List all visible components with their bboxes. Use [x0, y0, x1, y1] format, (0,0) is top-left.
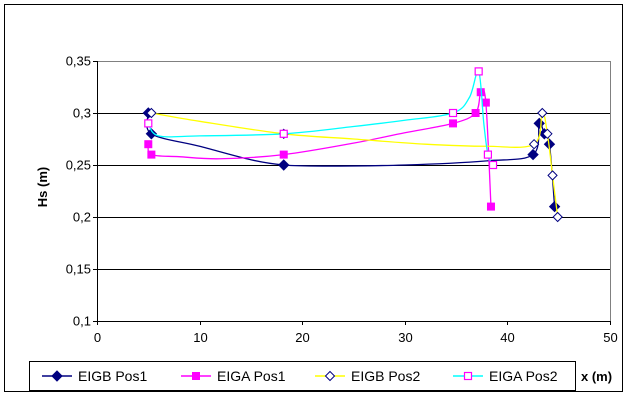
y-tick-label: 0,2 [73, 210, 91, 225]
data-point [449, 119, 458, 128]
data-point [542, 128, 553, 140]
data-point [448, 108, 458, 118]
data-point [528, 138, 540, 150]
chart-area-border [4, 4, 623, 392]
data-point [547, 170, 558, 181]
y-tick-label: 0,25 [66, 158, 91, 173]
x-tick-label: 50 [603, 330, 617, 345]
data-point [474, 67, 483, 76]
y-tick-label: 0,1 [73, 314, 91, 329]
data-point [488, 160, 498, 170]
data-point [552, 211, 563, 223]
legend-item: EIGB Pos1 [42, 368, 147, 384]
data-point [278, 159, 290, 171]
data-point [147, 150, 156, 159]
x-axis-title: x (m) [581, 369, 612, 384]
data-point [145, 128, 158, 140]
data-point [146, 107, 157, 119]
y-tick-label: 0,15 [66, 262, 91, 277]
legend-marker [192, 372, 200, 380]
axis-layer: 0,1 0,15 0,2 0,25 0,3 0,35 0 10 20 30 40 50 [66, 54, 618, 346]
x-tick-label: 20 [295, 330, 309, 345]
legend-marker [463, 371, 473, 381]
y-tick-label: 0,3 [73, 106, 91, 121]
series-line [151, 112, 559, 218]
data-point [486, 202, 495, 211]
data-point [471, 109, 480, 117]
legend-label: EIGB Pos1 [78, 368, 147, 384]
y-axis-title: Hs (m) [35, 167, 50, 207]
legend-label: EIGA Pos1 [217, 368, 286, 384]
x-tick-label: 0 [94, 330, 101, 345]
x-tick-label: 40 [500, 330, 514, 345]
series-eiga-pos2 [144, 67, 498, 170]
data-point [483, 150, 493, 159]
legend-item: EIGA Pos1 [181, 368, 286, 384]
series-layer [142, 67, 563, 223]
series-eiga-pos1 [144, 88, 495, 211]
legend-label: EIGA Pos2 [489, 368, 558, 384]
data-point [279, 150, 288, 159]
legend-items: EIGB Pos1 EIGA Pos1 EIGB Pos2 EIGA Pos2 [42, 368, 558, 384]
x-tick-label: 10 [193, 330, 207, 345]
x-tick-label: 30 [398, 330, 412, 345]
data-point [279, 129, 288, 138]
series-line [147, 70, 494, 166]
data-point [481, 98, 490, 107]
legend: EIGB Pos1 EIGA Pos1 EIGB Pos2 EIGA Pos2 [29, 361, 576, 391]
data-point [527, 148, 539, 161]
y-tick-label: 0,35 [66, 54, 91, 69]
legend-marker [51, 370, 63, 382]
data-point [144, 119, 153, 128]
data-point [537, 107, 548, 119]
legend-item: EIGB Pos2 [315, 368, 420, 384]
legend-border [29, 361, 576, 391]
legend-marker [324, 370, 336, 382]
series-eigb-pos1 [142, 107, 561, 213]
data-point [144, 140, 153, 149]
legend-label: EIGB Pos2 [351, 368, 420, 384]
legend-item: EIGA Pos2 [453, 368, 558, 384]
